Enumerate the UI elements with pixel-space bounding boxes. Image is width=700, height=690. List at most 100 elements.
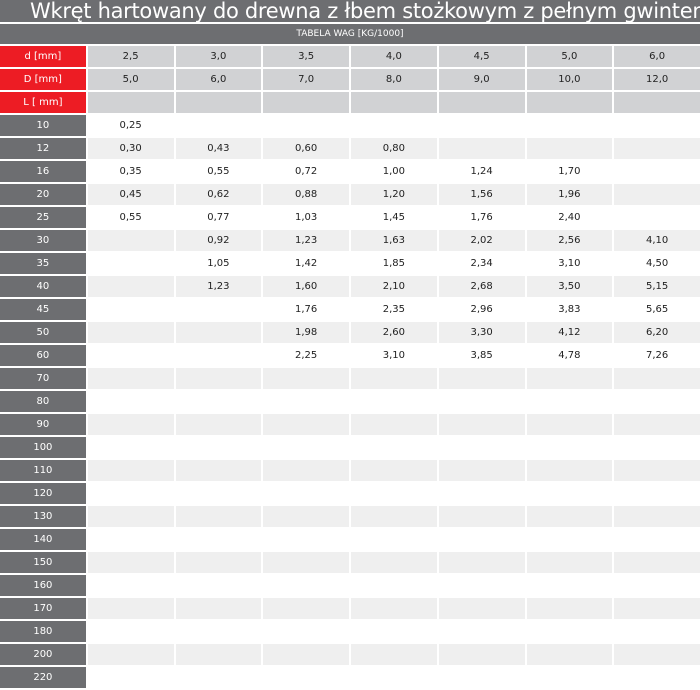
table-row: 20 0,45 0,62 0,88 1,20 1,56 1,96	[0, 184, 700, 205]
table-row: 200	[0, 644, 700, 665]
weight-cell	[614, 667, 700, 688]
weight-cell	[263, 575, 349, 596]
weight-cell: 3,10	[526, 253, 613, 274]
weight-cell	[351, 115, 437, 136]
weight-cell	[263, 391, 349, 412]
table-row: 110	[0, 460, 700, 481]
weight-cell	[87, 598, 174, 619]
weight-cell: 1,96	[526, 184, 613, 205]
table-row: 100	[0, 437, 700, 458]
weight-cell	[614, 115, 700, 136]
weight-cell	[263, 621, 349, 642]
weight-cell	[351, 414, 437, 435]
table-row: 160	[0, 575, 700, 596]
weight-cell: 0,30	[87, 138, 174, 159]
weight-cell	[87, 667, 174, 688]
weight-cell	[87, 552, 174, 573]
weight-cell: 4,50	[614, 253, 700, 274]
header-cell: 12,0	[614, 69, 700, 90]
weight-cell	[438, 437, 525, 458]
weight-cell: 2,35	[351, 299, 437, 320]
weight-cell	[438, 460, 525, 481]
weight-cell	[438, 644, 525, 665]
table-row: 120	[0, 483, 700, 504]
table-row: 60 2,25 3,10 3,85 4,78 7,26	[0, 345, 700, 366]
header-cell	[87, 92, 174, 113]
weight-cell	[614, 368, 700, 389]
weight-cell	[526, 621, 613, 642]
weight-cell	[614, 644, 700, 665]
weight-cell	[87, 230, 174, 251]
weight-cell: 7,26	[614, 345, 700, 366]
weight-cell	[614, 483, 700, 504]
weight-cell	[175, 529, 262, 550]
weight-cell: 3,83	[526, 299, 613, 320]
weight-cell	[87, 253, 174, 274]
page-title: Wkręt hartowany do drewna z łbem stożkow…	[0, 0, 700, 22]
weight-cell: 2,68	[438, 276, 525, 297]
length-label: 110	[0, 460, 86, 481]
weight-cell	[87, 483, 174, 504]
weight-cell: 1,76	[263, 299, 349, 320]
weight-cell: 1,23	[263, 230, 349, 251]
weight-cell	[351, 529, 437, 550]
weight-cell	[263, 598, 349, 619]
weight-cell	[87, 529, 174, 550]
table-row: 45 1,76 2,35 2,96 3,83 5,65	[0, 299, 700, 320]
weight-cell	[175, 437, 262, 458]
weight-cell: 0,77	[175, 207, 262, 228]
header-cell: 4,0	[351, 46, 437, 67]
weight-cell	[175, 667, 262, 688]
header-row: L [ mm]	[0, 92, 700, 113]
weight-cell: 0,88	[263, 184, 349, 205]
weight-cell	[614, 207, 700, 228]
weight-cell	[87, 506, 174, 527]
weight-cell	[614, 575, 700, 596]
table-row: 170	[0, 598, 700, 619]
weight-cell	[351, 598, 437, 619]
weight-cell: 2,60	[351, 322, 437, 343]
length-label: 180	[0, 621, 86, 642]
weight-cell: 0,55	[175, 161, 262, 182]
table-row: 25 0,55 0,77 1,03 1,45 1,76 2,40	[0, 207, 700, 228]
weight-cell	[438, 483, 525, 504]
weight-cell	[175, 414, 262, 435]
weight-cell	[87, 621, 174, 642]
weight-cell	[351, 391, 437, 412]
weight-cell	[438, 138, 525, 159]
weight-cell	[263, 506, 349, 527]
weight-cell	[263, 460, 349, 481]
weight-cell	[87, 644, 174, 665]
weight-cell: 0,80	[351, 138, 437, 159]
length-label: 30	[0, 230, 86, 251]
weight-cell	[175, 506, 262, 527]
weight-cell	[175, 621, 262, 642]
weight-cell: 3,10	[351, 345, 437, 366]
header-cell	[438, 92, 525, 113]
weight-cell	[175, 391, 262, 412]
weight-cell	[87, 276, 174, 297]
weight-cell	[526, 483, 613, 504]
weight-cell	[87, 437, 174, 458]
weight-cell	[526, 460, 613, 481]
weight-cell	[438, 529, 525, 550]
weight-cell: 0,60	[263, 138, 349, 159]
weight-cell: 3,50	[526, 276, 613, 297]
weight-cell	[438, 368, 525, 389]
weight-cell	[614, 414, 700, 435]
weight-cell: 3,30	[438, 322, 525, 343]
weight-cell	[438, 598, 525, 619]
weight-cell	[263, 644, 349, 665]
weight-cell: 2,56	[526, 230, 613, 251]
length-label: 90	[0, 414, 86, 435]
header-cell	[263, 92, 349, 113]
weight-cell: 0,43	[175, 138, 262, 159]
weight-cell	[351, 667, 437, 688]
weight-cell	[175, 644, 262, 665]
weight-cell	[614, 138, 700, 159]
weight-cell	[175, 483, 262, 504]
weight-cell	[526, 644, 613, 665]
length-label: 10	[0, 115, 86, 136]
weight-cell	[526, 391, 613, 412]
weight-cell	[438, 667, 525, 688]
